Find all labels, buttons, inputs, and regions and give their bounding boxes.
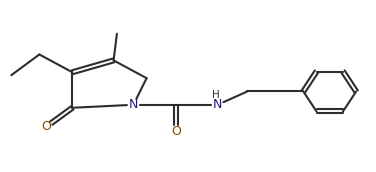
Text: N: N — [129, 98, 138, 111]
Text: O: O — [41, 121, 51, 133]
Text: H: H — [212, 90, 220, 100]
Text: N: N — [213, 98, 222, 111]
Text: O: O — [171, 125, 181, 138]
